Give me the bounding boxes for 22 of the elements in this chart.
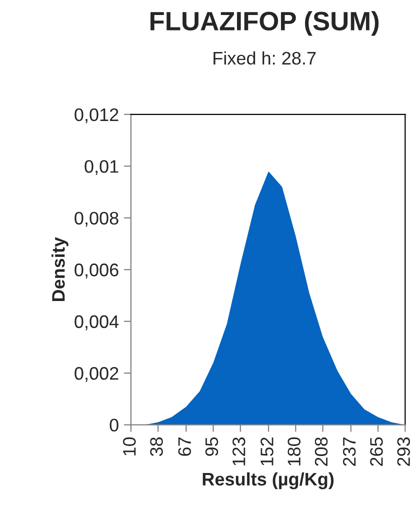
- y-axis-title: Density: [52, 237, 68, 302]
- chart-title: FLUAZIFOP (SUM): [150, 11, 379, 36]
- x-tick-label: 237: [342, 438, 356, 466]
- y-tick-label: 0,008: [74, 212, 118, 227]
- x-tick-label: 95: [205, 437, 218, 456]
- x-tick-label: 265: [370, 437, 383, 466]
- y-tick-label: 0,002: [74, 367, 118, 382]
- y-tick-label: 0,012: [74, 108, 118, 124]
- x-tick-label: 180: [288, 437, 300, 466]
- y-tick-label: 0: [110, 418, 118, 432]
- y-tick-label: 0,006: [74, 264, 118, 278]
- y-tick-label: 0,004: [74, 315, 119, 330]
- y-tick-label: 0,01: [84, 160, 118, 175]
- x-tick-label: 152: [260, 438, 274, 466]
- x-tick-label: 38: [150, 437, 163, 456]
- x-tick-label: 10: [122, 437, 136, 456]
- x-axis-title: Results (µg/Kg): [202, 472, 334, 490]
- chart-subtitle: Fixed h: 28.7: [214, 51, 316, 65]
- x-tick-label: 67: [178, 438, 191, 456]
- x-tick-label: 123: [232, 437, 246, 466]
- x-tick-label: 293: [397, 437, 410, 466]
- x-tick-label: 208: [314, 437, 328, 466]
